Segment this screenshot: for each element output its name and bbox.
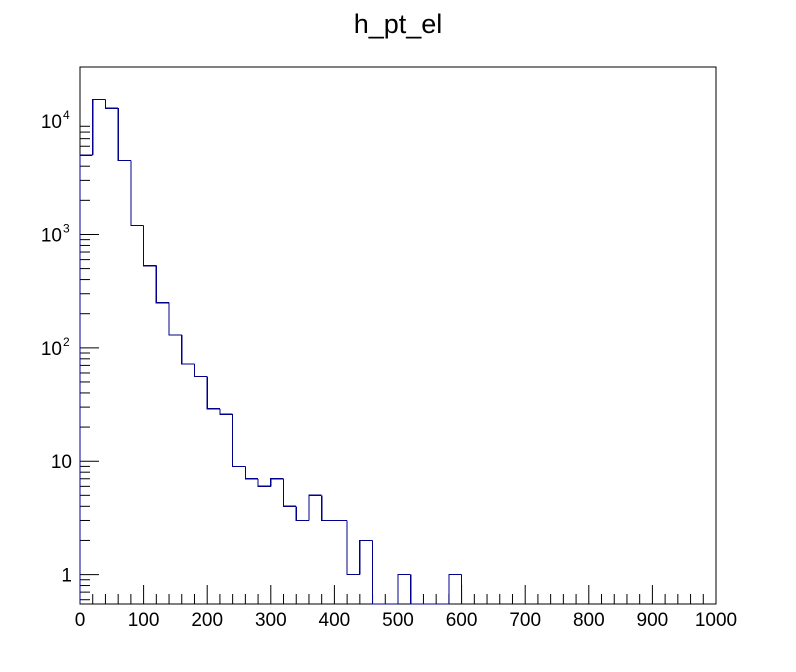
y-tick-label: 10 [41,225,62,246]
histogram-bin [282,478,297,507]
x-tick-label: 500 [382,610,414,631]
histogram-bin [244,466,259,480]
histogram-bin [143,225,157,267]
histogram-bin [397,573,411,604]
x-tick-label: 300 [255,610,287,631]
histogram-bin [257,478,271,487]
x-axis-tick-labels: 0 100 200 300 400 500 600 700 800 900 1000 [75,610,737,631]
histogram-bin [232,414,246,467]
histogram-bin [130,160,144,227]
x-tick-label: 900 [637,610,669,631]
chart-title: h_pt_el [354,9,443,39]
x-tick-label: 600 [446,610,478,631]
y-tick-label: 10 [41,339,62,360]
histogram-bin [270,478,284,487]
histogram-bin [155,265,170,304]
x-tick-label: 700 [509,610,541,631]
histogram-bin [295,506,309,522]
histogram-bin [168,302,182,336]
y-tick-label-exponent: 4 [63,108,70,122]
histogram-bin [206,376,220,410]
histogram-bin [308,494,322,521]
x-tick-label: 400 [319,610,351,631]
y-tick-label-exponent: 3 [63,221,70,235]
x-tick-label: 800 [573,610,605,631]
histogram-bin [371,540,386,605]
x-tick-label: 0 [75,610,86,631]
histogram-bin [321,495,335,522]
histogram-bin [448,573,462,604]
y-tick-label: 10 [41,112,62,133]
x-tick-label: 100 [128,610,160,631]
y-tick-label-exponent: 2 [63,335,70,349]
histogram-bin [104,99,119,109]
histogram-bin [410,574,424,605]
y-tick-label: 10 [51,452,72,473]
histogram-bin [193,364,208,377]
histogram-bin [92,98,106,156]
histogram-bin [181,334,195,365]
histogram-bin [219,408,233,415]
histogram-bin [117,108,131,162]
histogram-bins [79,98,463,605]
x-axis-ticks [79,585,717,604]
histogram-bin [346,520,360,576]
histogram-bin [79,154,93,604]
x-tick-label: 200 [191,610,223,631]
y-axis-ticks [80,125,99,601]
y-tick-label: 1 [61,566,72,587]
histogram-bin [359,539,373,575]
x-tick-label: 1000 [695,610,737,631]
